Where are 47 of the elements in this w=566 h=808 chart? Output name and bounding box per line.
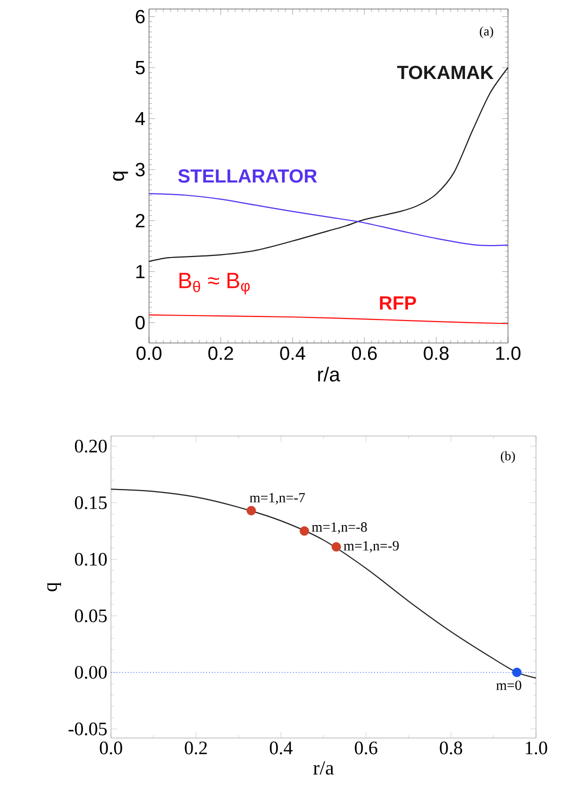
series-label: TOKAMAK bbox=[397, 66, 494, 80]
x-axis-title: r/a bbox=[318, 366, 340, 382]
y-tick-label: 1 bbox=[136, 265, 145, 278]
y-tick-label: 0 bbox=[136, 316, 145, 330]
point bbox=[246, 506, 256, 516]
y-tick-label: 0.15 bbox=[74, 496, 107, 510]
x-tick-label: 1.0 bbox=[496, 346, 520, 360]
annotation: (a) bbox=[480, 26, 494, 38]
y-tick-label: -0.05 bbox=[68, 722, 107, 736]
y-tick-label: 5 bbox=[136, 61, 145, 74]
line-series bbox=[148, 314, 509, 324]
annotation: m=1,n=-8 bbox=[312, 522, 367, 534]
x-tick-label: 0.4 bbox=[280, 346, 306, 360]
y-tick-label: 0.00 bbox=[74, 666, 107, 679]
series-label: STELLARATOR bbox=[178, 169, 317, 183]
y-tick-label: 2 bbox=[136, 214, 145, 228]
line-series bbox=[148, 193, 509, 246]
x-tick-label: 0.2 bbox=[208, 346, 234, 360]
annotation: B$_{θ}$ ≈ B$_{φ}$ bbox=[179, 272, 250, 294]
x-tick-label: 0.2 bbox=[184, 742, 207, 754]
y-axis-title: q bbox=[47, 582, 62, 592]
x-tick-label: 0.0 bbox=[100, 742, 122, 754]
series-label: RFP bbox=[380, 296, 416, 310]
x-axis-title: r/a bbox=[313, 761, 334, 775]
annotation: m=1,n=-7 bbox=[250, 493, 305, 504]
line-series bbox=[110, 488, 537, 679]
y-tick-label: 0.05 bbox=[74, 609, 107, 622]
y-tick-label: 0.10 bbox=[74, 552, 107, 566]
point bbox=[512, 668, 522, 678]
point bbox=[300, 526, 310, 536]
x-tick-label: 0.6 bbox=[352, 346, 377, 360]
annotation: m=0 bbox=[496, 680, 522, 690]
point bbox=[332, 542, 341, 552]
x-tick-label: 0.0 bbox=[136, 346, 162, 360]
y-tick-label: 3 bbox=[136, 162, 145, 176]
annotation: (b) bbox=[500, 451, 515, 464]
y-tick-label: 6 bbox=[136, 10, 145, 24]
x-tick-label: 0.8 bbox=[424, 346, 449, 360]
y-tick-label: 0.20 bbox=[74, 440, 107, 453]
annotation: m=1,n=-9 bbox=[344, 541, 399, 553]
x-tick-label: 1.0 bbox=[526, 742, 548, 754]
line-series bbox=[148, 67, 509, 262]
x-tick-label: 0.6 bbox=[354, 742, 378, 754]
x-tick-label: 0.8 bbox=[440, 742, 462, 754]
y-tick-label: 4 bbox=[135, 112, 145, 126]
y-axis-title: q bbox=[113, 172, 128, 181]
x-tick-label: 0.4 bbox=[270, 742, 293, 754]
